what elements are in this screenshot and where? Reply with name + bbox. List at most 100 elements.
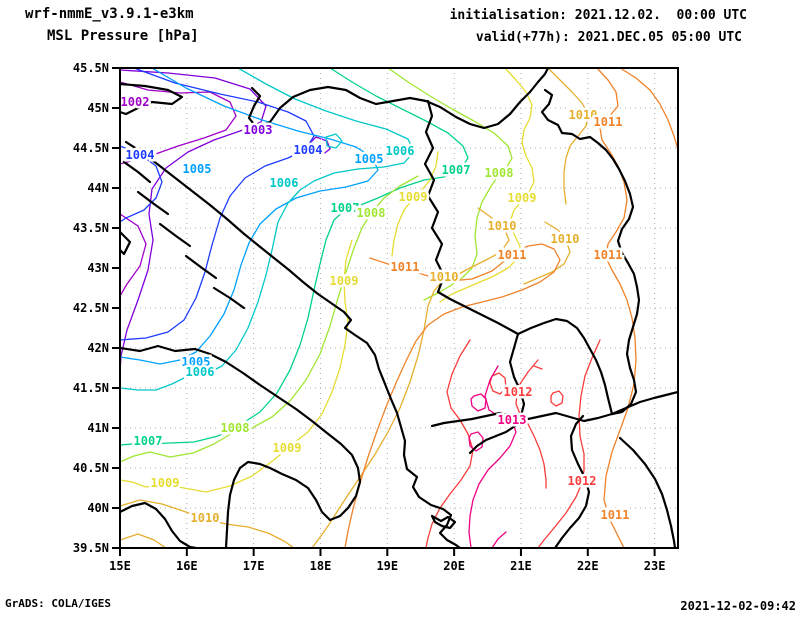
isobar-label-1005: 1005: [355, 152, 384, 166]
isobar-1013: [468, 431, 484, 452]
y-axis-label: 42.5N: [73, 301, 109, 315]
model-title: wrf-nmmE_v3.9.1-e3km: [25, 6, 194, 22]
isobar-label-1011: 1011: [391, 260, 420, 274]
y-axis-label: 43.5N: [73, 221, 109, 235]
isobar-1010: [523, 221, 571, 285]
isobar-1006: [325, 133, 343, 149]
coastline-border: [120, 82, 184, 116]
x-axis-label: 18E: [310, 559, 332, 573]
isobar-label-1012: 1012: [504, 385, 533, 399]
isobar-1012: [489, 372, 507, 395]
y-axis-label: 41N: [87, 421, 109, 435]
isobar-1011: [596, 68, 637, 548]
coastline-border: [618, 436, 677, 548]
isobar-label-1011: 1011: [601, 508, 630, 522]
coastline-border: [430, 514, 457, 530]
isobar-1012: [550, 390, 564, 407]
isobar-label-1012: 1012: [568, 474, 597, 488]
coastline-border: [124, 140, 462, 548]
x-axis-label: 23E: [644, 559, 666, 573]
isobar-label-1008: 1008: [357, 206, 386, 220]
isobar-label-1003: 1003: [244, 123, 273, 137]
isobar-label-1006: 1006: [186, 365, 215, 379]
isobar-1013: [491, 531, 507, 548]
isobar-label-1013: 1013: [498, 413, 527, 427]
x-axis-label: 22E: [577, 559, 599, 573]
x-axis-label: 15E: [109, 559, 131, 573]
coastline-border: [136, 190, 170, 216]
isobar-label-1010: 1010: [488, 219, 517, 233]
coastline-border: [158, 222, 192, 248]
isobar-label-1010: 1010: [551, 232, 580, 246]
y-axis-label: 44.5N: [73, 141, 109, 155]
isobar-label-1006: 1006: [270, 176, 299, 190]
x-axis-label: 20E: [443, 559, 465, 573]
isobar-label-1005: 1005: [183, 162, 212, 176]
isobar-label-1004: 1004: [126, 148, 155, 162]
isobar-1007: [120, 68, 469, 446]
isobar-1009: [120, 239, 353, 493]
isobar-label-1005: 1005: [182, 355, 211, 369]
isobar-1009: [391, 151, 439, 257]
isobar-1013: [470, 393, 487, 412]
y-axis-label: 42N: [87, 341, 109, 355]
x-axis-label: 17E: [243, 559, 265, 573]
isobar-1003: [120, 69, 267, 373]
coastline-border: [610, 390, 678, 416]
isobar-label-1010: 1010: [430, 270, 459, 284]
init-time-label: initialisation: 2021.12.02. 00:00 UTC: [449, 8, 747, 23]
coastline-border: [553, 414, 591, 548]
isobar-1009: [439, 68, 535, 303]
coastline-border: [212, 286, 246, 310]
coastline-border: [120, 230, 132, 256]
x-axis-label: 21E: [510, 559, 532, 573]
isobar-1008: [387, 68, 513, 301]
isobar-1011: [344, 243, 561, 548]
isobar-label-1009: 1009: [330, 274, 359, 288]
y-axis-label: 40.5N: [73, 461, 109, 475]
isobar-1008: [120, 175, 419, 463]
coastline-border: [120, 344, 362, 548]
x-axis-label: 16E: [176, 559, 198, 573]
isobar-1006: [120, 68, 415, 391]
valid-time-label: valid(+77h): 2021.DEC.05 05:00 UTC: [475, 30, 742, 45]
coastline-border: [540, 88, 641, 416]
isobar-label-1004: 1004: [294, 143, 323, 157]
isobar-1010: [120, 533, 167, 548]
coastline-border: [120, 501, 198, 548]
x-axis-label: 19E: [376, 559, 398, 573]
grads-credit: GrADS: COLA/IGES: [5, 597, 111, 610]
isobar-label-1011: 1011: [498, 248, 527, 262]
isobar-1002: [120, 81, 237, 165]
isobar-label-1010: 1010: [569, 108, 598, 122]
y-axis-label: 41.5N: [73, 381, 109, 395]
isobar-label-1009: 1009: [399, 190, 428, 204]
isobar-1012: [533, 365, 543, 370]
coastline-border: [436, 290, 520, 336]
coastline-border: [122, 160, 152, 184]
y-axis-label: 39.5N: [73, 541, 109, 555]
y-axis-label: 44N: [87, 181, 109, 195]
coastline-border: [423, 99, 446, 294]
y-axis-label: 45.5N: [73, 61, 109, 75]
y-axis-label: 43N: [87, 261, 109, 275]
isobar-label-1002: 1002: [121, 95, 150, 109]
isobar-label-1010: 1010: [191, 511, 220, 525]
isobar-label-1007: 1007: [331, 201, 360, 215]
y-axis-label: 40N: [87, 501, 109, 515]
isobar-label-1009: 1009: [273, 441, 302, 455]
isobar-1010: [547, 68, 589, 205]
coastline-border: [184, 254, 218, 280]
isobar-label-1008: 1008: [221, 421, 250, 435]
isobar-label-1007: 1007: [442, 163, 471, 177]
field-title: MSL Pressure [hPa]: [47, 28, 199, 44]
isobar-label-1008: 1008: [485, 166, 514, 180]
coastline-border: [247, 68, 550, 130]
isobar-label-1011: 1011: [594, 115, 623, 129]
isobar-label-1011: 1011: [594, 248, 623, 262]
creation-timestamp: 2021-12-02-09:42: [680, 599, 796, 613]
isobar-1012: [537, 339, 601, 548]
